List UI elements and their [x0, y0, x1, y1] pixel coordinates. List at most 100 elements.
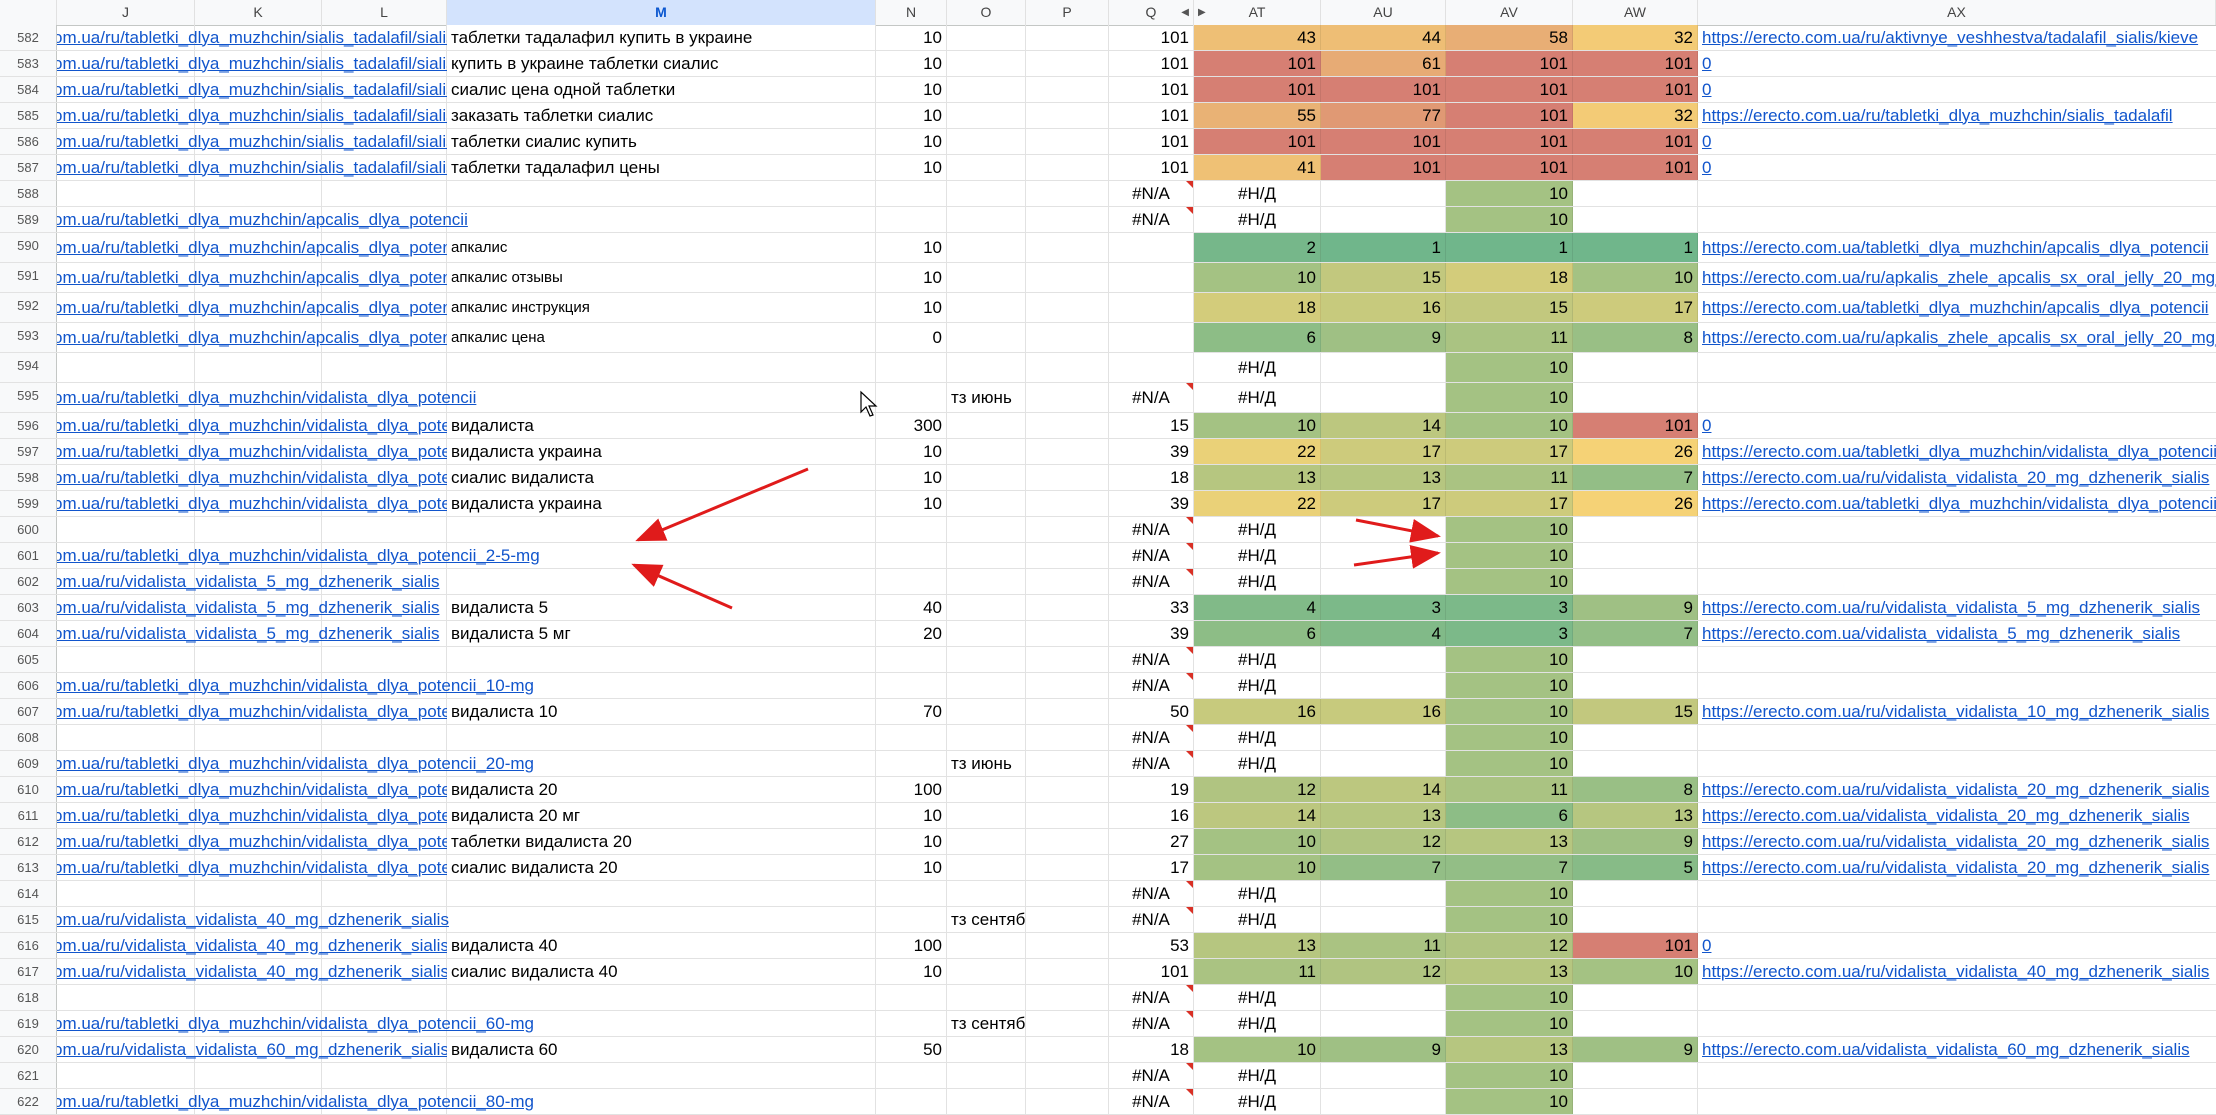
cell-p[interactable]: [1026, 263, 1109, 292]
position-av-cell[interactable]: 10: [1446, 543, 1573, 568]
position-av-cell[interactable]: 11: [1446, 465, 1573, 490]
cell-l[interactable]: [322, 647, 447, 672]
row-number[interactable]: 610: [0, 777, 57, 802]
position-aw-cell[interactable]: 101: [1573, 933, 1698, 958]
frequency-cell[interactable]: 10: [876, 155, 947, 180]
position-au-cell[interactable]: 1: [1321, 233, 1446, 262]
position-au-cell[interactable]: [1321, 181, 1446, 206]
position-at-cell[interactable]: #Н/Д: [1194, 881, 1321, 906]
url-link[interactable]: om.ua/ru/tabletki_dlya_muzhchin/apcalis_…: [57, 323, 447, 352]
position-at-cell[interactable]: 6: [1194, 621, 1321, 646]
cell-k[interactable]: [195, 907, 322, 932]
cell-j[interactable]: [57, 353, 195, 382]
position-q-cell[interactable]: #N/A: [1109, 907, 1194, 932]
keyword-cell[interactable]: видалиста 5 мг: [447, 621, 876, 646]
position-q-cell[interactable]: 101: [1109, 51, 1194, 76]
cell-j[interactable]: [57, 881, 195, 906]
cell-k[interactable]: [195, 777, 322, 802]
cell-p[interactable]: [1026, 699, 1109, 724]
cell-j[interactable]: [57, 751, 195, 776]
position-q-cell[interactable]: 101: [1109, 77, 1194, 102]
position-aw-cell[interactable]: 1: [1573, 233, 1698, 262]
position-q-cell[interactable]: [1109, 233, 1194, 262]
position-q-cell[interactable]: 17: [1109, 855, 1194, 880]
landing-url-link[interactable]: 0: [1702, 131, 1712, 151]
row-number[interactable]: 609: [0, 751, 57, 776]
position-aw-cell[interactable]: [1573, 751, 1698, 776]
position-av-cell[interactable]: 101: [1446, 129, 1573, 154]
cell-j[interactable]: [57, 517, 195, 542]
frequency-cell[interactable]: 10: [876, 491, 947, 516]
position-av-cell[interactable]: 10: [1446, 907, 1573, 932]
cell-j[interactable]: [57, 673, 195, 698]
position-at-cell[interactable]: #Н/Д: [1194, 647, 1321, 672]
note-cell[interactable]: [947, 413, 1026, 438]
position-at-cell[interactable]: #Н/Д: [1194, 207, 1321, 232]
row-number[interactable]: 586: [0, 129, 57, 154]
cell-k[interactable]: [195, 155, 322, 180]
position-at-cell[interactable]: #Н/Д: [1194, 907, 1321, 932]
row-number[interactable]: 619: [0, 1011, 57, 1036]
url-link[interactable]: om.ua/ru/tabletki_dlya_muzhchin/vidalist…: [57, 673, 876, 698]
row-number[interactable]: 611: [0, 803, 57, 828]
position-at-cell[interactable]: 11: [1194, 959, 1321, 984]
cell-l[interactable]: [322, 383, 447, 412]
frequency-cell[interactable]: [876, 1063, 947, 1088]
position-av-cell[interactable]: 10: [1446, 673, 1573, 698]
frequency-cell[interactable]: 10: [876, 263, 947, 292]
landing-url-link[interactable]: https://erecto.com.ua/tabletki_dlya_muzh…: [1702, 297, 2209, 317]
select-all-corner[interactable]: [0, 0, 57, 25]
note-cell[interactable]: [947, 77, 1026, 102]
position-av-cell[interactable]: 10: [1446, 699, 1573, 724]
cell-p[interactable]: [1026, 465, 1109, 490]
position-q-cell[interactable]: 50: [1109, 699, 1194, 724]
position-aw-cell[interactable]: 8: [1573, 323, 1698, 352]
frequency-cell[interactable]: [876, 207, 947, 232]
position-aw-cell[interactable]: [1573, 543, 1698, 568]
row-number[interactable]: 587: [0, 155, 57, 180]
position-q-cell[interactable]: 27: [1109, 829, 1194, 854]
row-number[interactable]: 622: [0, 1089, 57, 1114]
position-aw-cell[interactable]: [1573, 1063, 1698, 1088]
cell-p[interactable]: [1026, 855, 1109, 880]
cell-l[interactable]: [322, 77, 447, 102]
position-at-cell[interactable]: #Н/Д: [1194, 543, 1321, 568]
cell-k[interactable]: [195, 517, 322, 542]
position-at-cell[interactable]: 41: [1194, 155, 1321, 180]
position-at-cell[interactable]: #Н/Д: [1194, 181, 1321, 206]
note-cell[interactable]: [947, 207, 1026, 232]
frequency-cell[interactable]: [876, 881, 947, 906]
cell-l[interactable]: [322, 569, 447, 594]
position-at-cell[interactable]: 4: [1194, 595, 1321, 620]
note-cell[interactable]: тз июнь: [947, 383, 1026, 412]
position-q-cell[interactable]: #N/A: [1109, 569, 1194, 594]
cell-j[interactable]: [57, 181, 195, 206]
cell-m[interactable]: [447, 907, 876, 932]
position-av-cell[interactable]: 13: [1446, 1037, 1573, 1062]
position-q-cell[interactable]: [1109, 353, 1194, 382]
position-at-cell[interactable]: #Н/Д: [1194, 517, 1321, 542]
note-cell[interactable]: [947, 543, 1026, 568]
position-q-cell[interactable]: #N/A: [1109, 383, 1194, 412]
url-link[interactable]: om.ua/ru/vidalista_vidalista_60_mg_dzhen…: [57, 1037, 447, 1062]
row-number[interactable]: 608: [0, 725, 57, 750]
frequency-cell[interactable]: [876, 985, 947, 1010]
cell-p[interactable]: [1026, 25, 1109, 50]
position-q-cell[interactable]: 101: [1109, 25, 1194, 50]
position-au-cell[interactable]: 12: [1321, 829, 1446, 854]
cell-l[interactable]: [322, 465, 447, 490]
cell-k[interactable]: [195, 413, 322, 438]
position-q-cell[interactable]: 101: [1109, 959, 1194, 984]
position-au-cell[interactable]: 13: [1321, 803, 1446, 828]
position-av-cell[interactable]: 1: [1446, 233, 1573, 262]
position-av-cell[interactable]: 15: [1446, 293, 1573, 322]
cell-k[interactable]: [195, 439, 322, 464]
cell-p[interactable]: [1026, 829, 1109, 854]
note-cell[interactable]: [947, 855, 1026, 880]
position-au-cell[interactable]: [1321, 1011, 1446, 1036]
cell-j[interactable]: [57, 725, 195, 750]
position-q-cell[interactable]: #N/A: [1109, 647, 1194, 672]
url-link[interactable]: om.ua/ru/vidalista_vidalista_40_mg_dzhen…: [57, 933, 447, 958]
keyword-cell[interactable]: апкалис: [447, 233, 876, 262]
keyword-cell[interactable]: сиалис видалиста 20: [447, 855, 876, 880]
